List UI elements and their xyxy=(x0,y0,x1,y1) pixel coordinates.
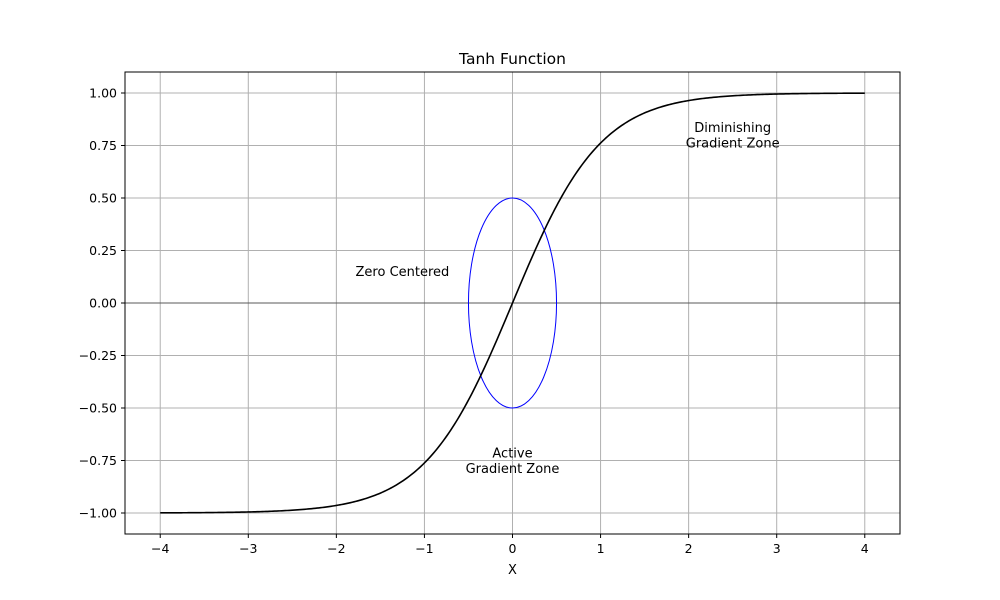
x-tick-label: 1 xyxy=(597,541,605,556)
y-tick-label: 1.00 xyxy=(89,86,117,101)
ticks: −4 −3 −2 −1 0 1 2 3 4 1.00 0.75 0.50 0.25 0.00 −0.25 −0… xyxy=(79,86,869,557)
x-axis-label: X xyxy=(508,563,517,578)
x-tick-label: −4 xyxy=(151,541,169,556)
annotation-text: Diminishing Gradient Zone xyxy=(686,121,780,152)
x-tick-label: −3 xyxy=(239,541,257,556)
y-tick-label: 0.25 xyxy=(89,243,117,258)
annotation-text: Zero Centered xyxy=(356,265,450,280)
x-tick-label: −2 xyxy=(327,541,345,556)
x-tick-label: 3 xyxy=(773,541,781,556)
y-tick-label: −0.25 xyxy=(79,348,117,363)
tanh-curve-line xyxy=(160,92,865,514)
x-tick-label: 2 xyxy=(685,541,693,556)
annotations: Zero Centered Active Gradient Zone Diminish… xyxy=(356,121,780,477)
y-tick-label: −0.50 xyxy=(79,401,117,416)
y-tick-label: −1.00 xyxy=(79,506,117,521)
highlight-ellipse xyxy=(467,197,558,409)
chart-title: Tanh Function xyxy=(458,50,566,68)
x-tick-label: 0 xyxy=(509,541,517,556)
y-tick-label: 0.75 xyxy=(89,138,117,153)
y-tick-label: 0.50 xyxy=(89,191,117,206)
y-tick-label: 0.00 xyxy=(89,296,117,311)
series-layer xyxy=(160,92,865,514)
y-tick-label: −0.75 xyxy=(79,453,117,468)
x-tick-label: 4 xyxy=(861,541,869,556)
ellipse-layer xyxy=(467,197,558,409)
annotation-text: Active Gradient Zone xyxy=(466,446,560,477)
x-tick-label: −1 xyxy=(415,541,433,556)
